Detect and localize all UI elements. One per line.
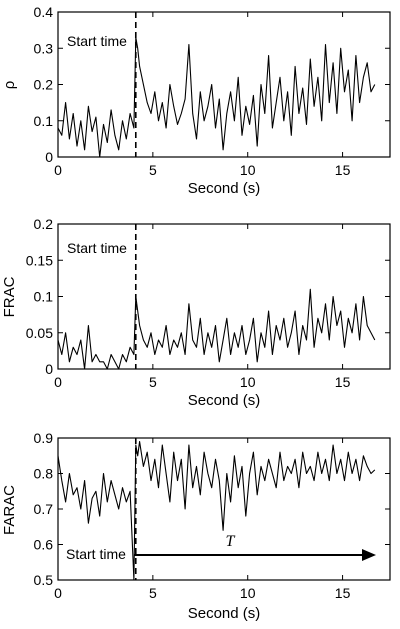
x-tick-label: 15	[335, 374, 351, 390]
y-tick-label: 0.3	[34, 40, 54, 56]
x-axis-label: Second (s)	[188, 392, 261, 409]
start-time-label: Start time	[67, 240, 127, 256]
duration-label: T	[226, 533, 236, 550]
series-line-0	[57, 441, 376, 581]
y-ticks: 0 0.1 0.2 0.3 0.4	[34, 4, 390, 165]
y-axis-label: FARAC	[1, 485, 18, 535]
line-series	[57, 288, 376, 370]
x-tick-label: 5	[149, 585, 157, 601]
y-tick-label: 0.4	[34, 4, 54, 20]
y-tick-label: 0.9	[34, 430, 54, 446]
y-tick-label: 0.15	[26, 252, 53, 268]
line-series	[57, 36, 376, 158]
x-ticks: 0 5 10 15	[54, 12, 351, 178]
y-tick-label: 0.6	[34, 537, 54, 553]
series-line-0	[57, 36, 376, 158]
panel-frac: 0 0.05 0.1 0.15 0.2 0 5 10 15 Start time Second…	[1, 216, 391, 409]
panel-farac: 0.5 0.6 0.7 0.8 0.9 0 5 10 15 Start time T Seco…	[1, 430, 391, 622]
y-ticks: 0 0.05 0.1 0.15 0.2	[26, 216, 390, 377]
x-axis-label: Second (s)	[188, 605, 261, 622]
x-ticks: 0 5 10 15	[54, 224, 351, 390]
x-tick-label: 10	[240, 374, 256, 390]
x-tick-label: 5	[149, 162, 157, 178]
x-tick-label: 10	[240, 162, 256, 178]
arrow-head	[362, 549, 376, 561]
panel-rho: 0 0.1 0.2 0.3 0.4 0 5 10 15 Start time Second (…	[1, 4, 391, 197]
y-tick-label: 0.05	[26, 325, 53, 341]
y-tick-label: 0.1	[34, 289, 54, 305]
series-line-0	[57, 288, 376, 370]
start-time-label: Start time	[66, 546, 126, 562]
y-tick-label: 0.2	[34, 216, 54, 232]
y-axis-label: FRAC	[1, 276, 18, 317]
y-tick-label: 0.5	[34, 572, 54, 588]
y-ticks: 0.5 0.6 0.7 0.8 0.9	[34, 430, 390, 588]
y-tick-label: 0	[45, 361, 53, 377]
x-tick-label: 0	[54, 374, 62, 390]
x-tick-label: 0	[54, 162, 62, 178]
y-tick-label: 0.2	[34, 77, 54, 93]
line-series	[57, 441, 376, 581]
start-time-label: Start time	[67, 33, 127, 49]
y-tick-label: 0.8	[34, 466, 54, 482]
x-tick-label: 15	[335, 585, 351, 601]
x-tick-label: 0	[54, 585, 62, 601]
y-tick-label: 0.7	[34, 501, 54, 517]
y-axis-label: ρ	[1, 81, 18, 90]
x-tick-label: 5	[149, 374, 157, 390]
x-tick-label: 15	[335, 162, 351, 178]
y-tick-label: 0.1	[34, 113, 54, 129]
x-ticks: 0 5 10 15	[54, 438, 351, 601]
y-tick-label: 0	[45, 149, 53, 165]
x-axis-label: Second (s)	[188, 180, 261, 197]
x-tick-label: 10	[240, 585, 256, 601]
